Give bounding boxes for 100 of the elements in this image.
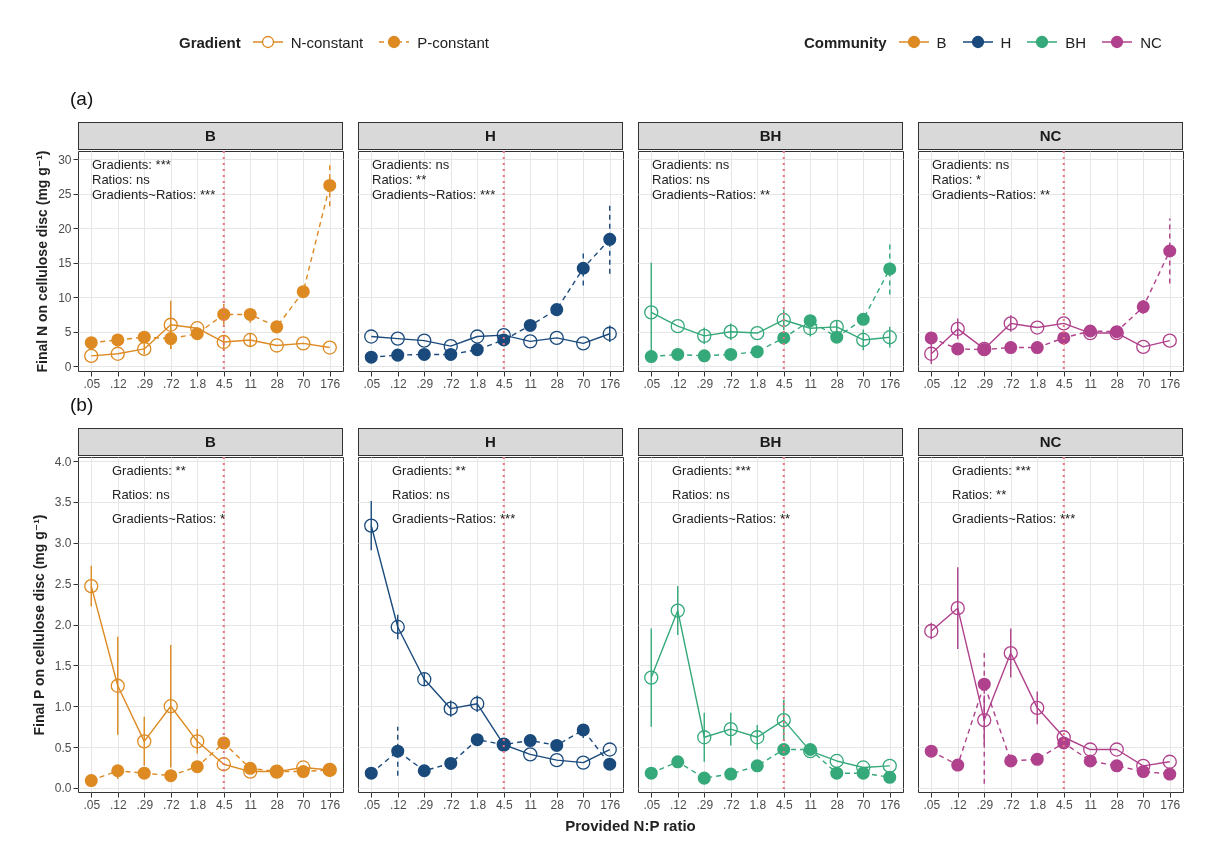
point [270,320,284,334]
x-tick-label: 176 [320,797,341,812]
y-tick-label: 20 [58,221,72,236]
x-tick-label: 176 [880,797,901,812]
x-tick-label: 28 [1110,376,1125,391]
point [924,331,938,345]
annotation: Gradients: *** [672,463,751,478]
point [1162,333,1177,348]
point [137,766,151,780]
x-tick-label: 11 [524,797,538,812]
annotation: Gradients: *** [92,157,171,172]
x-axis-title: Provided N:P ratio [564,817,697,834]
chart-title: H [358,122,623,150]
point [137,330,151,344]
annotation: Gradients~Ratios: ** [652,187,771,202]
x-tick-label: 1.8 [189,376,207,391]
y-tick-label: 2.5 [54,577,72,592]
point [723,324,738,339]
x-tick-label: 28 [1110,797,1125,812]
point [1136,339,1151,355]
point [110,346,125,361]
point [417,333,432,348]
x-tick-label: 1.8 [469,797,487,812]
y-tick-label: 3.0 [54,536,72,551]
point [576,336,591,351]
point [163,317,178,332]
annotation: Gradients: *** [952,463,1031,478]
point [697,328,712,343]
point [576,723,590,737]
x-tick-label: .29 [696,376,714,391]
point [417,764,431,778]
x-tick-label: 11 [1084,797,1098,812]
point [1004,341,1018,355]
point [470,733,484,747]
point [84,578,99,594]
point [603,757,617,771]
point [391,348,405,362]
point [111,333,125,347]
x-tick-label: .05 [363,376,381,391]
x-tick-label: 176 [320,376,341,391]
x-tick-label: .29 [136,797,154,812]
point [390,619,405,635]
x-tick-label: 11 [1084,376,1098,391]
legend-label: N-constant [290,33,364,51]
point [803,314,817,328]
point [1057,736,1071,750]
x-tick-label: 28 [550,797,565,812]
chart-title: BH [638,122,903,150]
point [190,734,205,749]
point [216,334,231,350]
point [164,769,178,783]
point [269,338,284,353]
category-label: BH [1065,33,1087,51]
point [322,340,337,355]
point [951,342,965,356]
x-tick-label: .29 [976,376,994,391]
point [444,347,458,361]
x-tick-label: .05 [83,376,101,391]
x-tick-label: 28 [550,376,565,391]
x-tick-label: 28 [270,376,285,391]
point [882,330,897,345]
annotation: Gradients: ns [652,157,730,172]
point [549,752,564,768]
x-tick-label: 70 [577,376,591,391]
point [576,261,590,275]
point [84,774,98,788]
point [417,347,431,361]
point [724,767,738,781]
x-tick-label: .72 [1002,376,1020,391]
x-tick-label: 4.5 [215,797,233,812]
x-tick-label: 70 [857,797,871,812]
annotation: Ratios: * [932,172,982,187]
point [830,330,844,344]
point [550,738,564,752]
x-tick-label: 70 [297,797,311,812]
x-tick-label: 176 [600,797,621,812]
annotation: Gradients~Ratios: *** [952,511,1076,526]
chart-subtitle: (a) [70,88,94,110]
point [1136,300,1150,314]
x-tick-label: 4.5 [775,797,793,812]
point [1030,320,1045,335]
x-tick-label: 176 [1160,376,1181,391]
point [670,603,685,618]
y-tick-label: 0 [64,359,72,374]
point [1030,341,1044,355]
x-tick-label: 70 [577,797,591,812]
chart-title: NC [918,428,1183,456]
x-tick-label: 176 [1160,797,1181,812]
x-tick-label: .72 [442,376,460,391]
point [750,325,765,341]
x-tick-label: .29 [136,376,154,391]
point [217,307,231,321]
x-tick-label: 11 [804,376,818,391]
x-tick-label: 11 [804,797,818,812]
point [217,736,231,750]
point [723,721,738,737]
point [830,766,844,780]
annotation: Gradients: ** [112,463,186,478]
x-tick-label: .05 [923,376,941,391]
x-tick-label: .12 [949,797,967,812]
